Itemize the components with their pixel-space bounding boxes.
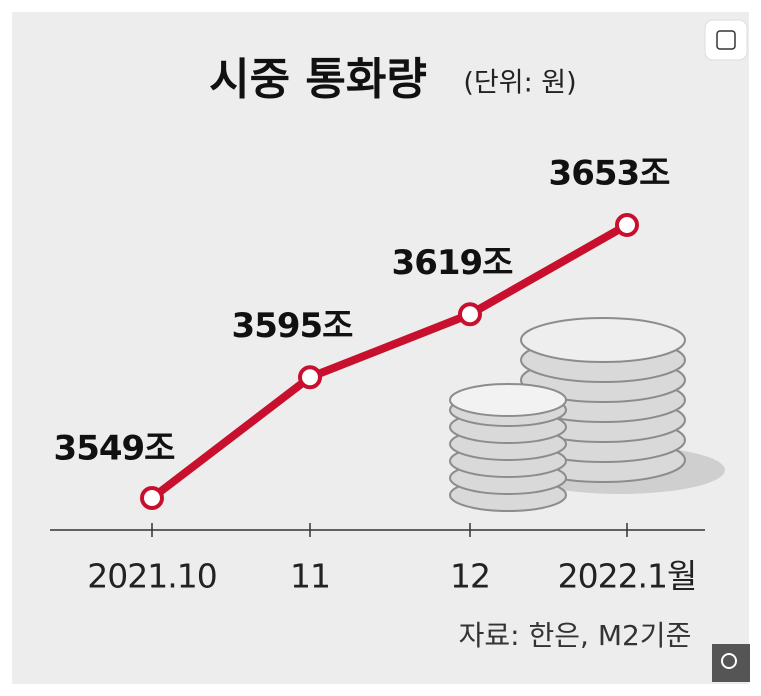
button-icon[interactable] (721, 653, 737, 669)
value-label: 3653조 (549, 154, 671, 194)
source-note: 자료: 한은, M2기준 (459, 619, 692, 652)
data-line (149, 221, 629, 502)
data-point (615, 213, 639, 237)
button-background[interactable] (712, 644, 750, 682)
data-point (458, 302, 482, 327)
x-tick-label: 2022.1월 (558, 557, 697, 596)
x-tick-label: 11 (290, 557, 330, 596)
x-tick-label: 2021.10 (87, 557, 216, 596)
chart-subtitle: (단위: 원) (463, 68, 576, 99)
data-point (140, 486, 164, 510)
x-tick-label: 12 (450, 557, 490, 596)
expand-button[interactable] (704, 19, 748, 61)
data-point (298, 365, 322, 390)
value-label: 3619조 (392, 243, 514, 283)
coins-illustration (449, 317, 725, 512)
button-icon[interactable] (716, 30, 736, 50)
chart-title: 시중 통화량 (209, 54, 427, 105)
button-background[interactable] (704, 19, 748, 61)
value-label: 3549조 (54, 429, 176, 469)
zoom-button[interactable] (712, 644, 750, 682)
value-label: 3595조 (232, 306, 354, 346)
